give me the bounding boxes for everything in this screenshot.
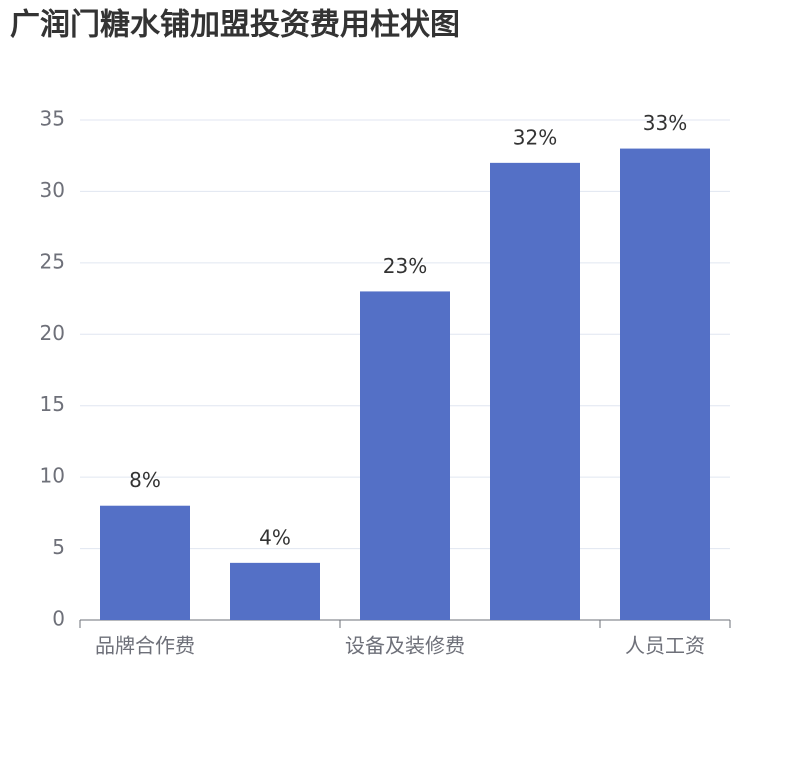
bar [100, 505, 190, 620]
y-tick-label: 25 [40, 249, 65, 273]
data-label: 23% [383, 254, 427, 278]
x-tick-label: 人员工资 [625, 634, 705, 658]
data-label: 32% [513, 125, 557, 149]
y-tick-label: 20 [40, 321, 65, 345]
data-label: 33% [643, 111, 687, 135]
data-label: 4% [259, 525, 291, 549]
data-label: 8% [129, 468, 161, 492]
bar [360, 291, 450, 620]
y-tick-label: 15 [40, 392, 65, 416]
bar [490, 162, 580, 620]
y-tick-label: 35 [40, 107, 65, 131]
y-tick-label: 30 [40, 178, 65, 202]
bar [620, 148, 710, 621]
bar [230, 562, 320, 620]
y-tick-label: 0 [52, 607, 65, 631]
x-tick-label: 设备及装修费 [345, 634, 465, 658]
y-tick-label: 10 [40, 464, 65, 488]
chart-title: 广润门糖水铺加盟投资费用柱状图 [10, 8, 460, 43]
x-tick-label: 品牌合作费 [95, 634, 195, 658]
y-tick-label: 5 [52, 535, 65, 559]
